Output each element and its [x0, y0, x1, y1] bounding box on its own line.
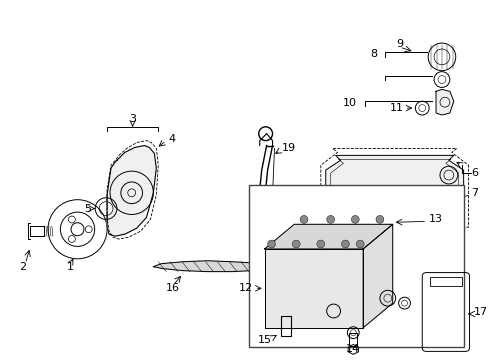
Circle shape: [341, 240, 348, 248]
Text: 7: 7: [470, 188, 478, 198]
Text: 9: 9: [395, 39, 402, 49]
Text: 5: 5: [84, 203, 91, 213]
Text: 19: 19: [281, 144, 295, 153]
Circle shape: [356, 240, 364, 248]
Text: 14: 14: [346, 345, 360, 354]
Circle shape: [292, 240, 300, 248]
Text: 6: 6: [470, 168, 478, 178]
Text: 12: 12: [238, 283, 252, 293]
Circle shape: [316, 240, 324, 248]
Polygon shape: [264, 224, 392, 249]
Bar: [248, 185, 463, 347]
Text: 16: 16: [166, 283, 180, 293]
Text: 4: 4: [168, 134, 175, 144]
Bar: [429, 276, 461, 286]
Circle shape: [267, 240, 275, 248]
Polygon shape: [363, 224, 392, 328]
Bar: [281, 316, 291, 336]
Polygon shape: [153, 261, 254, 271]
Bar: [348, 333, 357, 346]
Text: 10: 10: [343, 98, 357, 108]
Text: 13: 13: [428, 215, 442, 224]
Circle shape: [375, 215, 383, 223]
Text: 18: 18: [286, 195, 300, 205]
Circle shape: [326, 215, 334, 223]
Text: 3: 3: [129, 114, 136, 124]
Polygon shape: [435, 89, 453, 115]
Text: 1: 1: [67, 262, 74, 272]
Polygon shape: [325, 156, 463, 219]
Text: 2: 2: [19, 262, 26, 272]
Text: 17: 17: [472, 307, 487, 317]
Circle shape: [300, 215, 307, 223]
Text: 11: 11: [389, 103, 403, 113]
Text: 15: 15: [257, 334, 271, 345]
Polygon shape: [264, 249, 363, 328]
Polygon shape: [107, 145, 156, 236]
Circle shape: [350, 215, 359, 223]
Text: 8: 8: [369, 49, 376, 59]
